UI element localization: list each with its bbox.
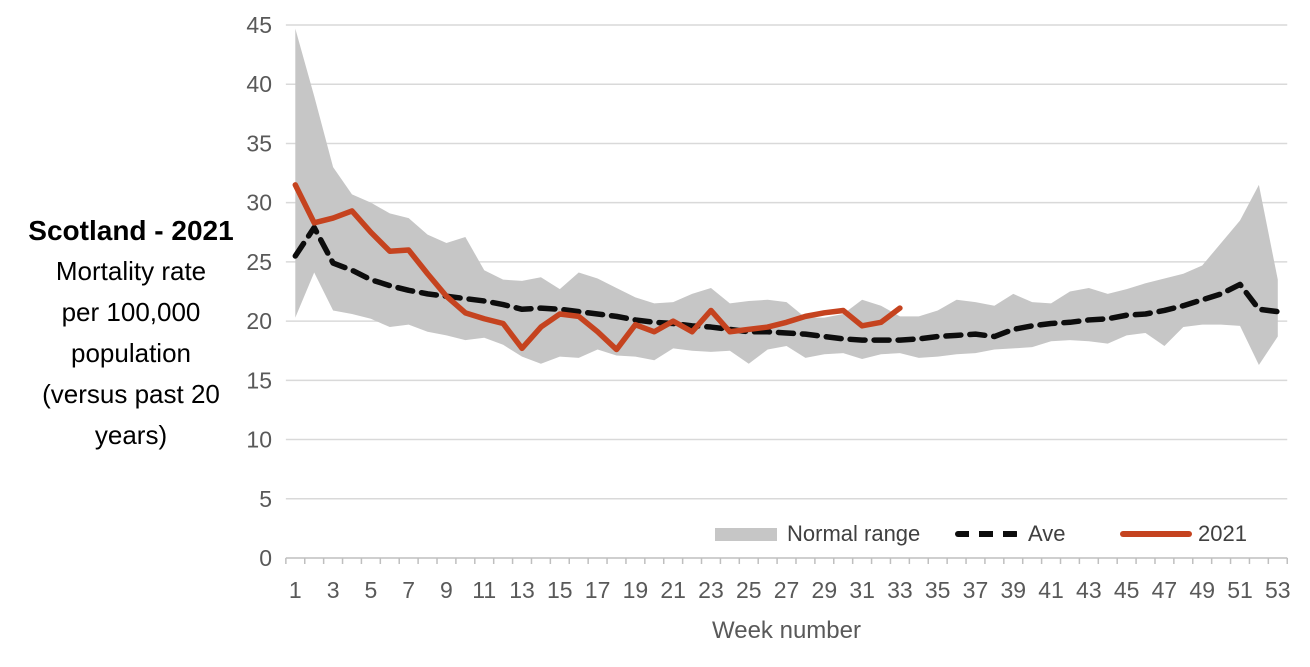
x-tick-label: 25	[736, 577, 762, 603]
x-tick-label: 33	[887, 577, 913, 603]
side-title-line: per 100,000	[61, 297, 201, 327]
ave-dashed-line	[292, 224, 1281, 343]
ave-dashed-line-swatch	[955, 531, 1019, 537]
side-title-heading: Scotland - 2021	[28, 215, 234, 246]
x-tick-label: 11	[472, 577, 496, 603]
x-tick-label: 5	[364, 577, 377, 603]
normal-range-band-swatch	[715, 527, 777, 541]
line-2021-swatch	[1120, 531, 1192, 537]
legend-label-2021: 2021	[1198, 521, 1247, 546]
chart-side-title: Scotland - 2021 Mortality rate per 100,0…	[0, 210, 262, 456]
x-tick-label: 15	[547, 577, 573, 603]
y-tick-label: 10	[246, 427, 272, 453]
y-tick-label: 25	[246, 249, 272, 275]
x-tick-label: 37	[963, 577, 989, 603]
y-tick-label: 5	[259, 486, 272, 512]
x-tick-label: 27	[774, 577, 800, 603]
x-tick-label: 23	[698, 577, 724, 603]
x-tick-label: 13	[509, 577, 535, 603]
side-title-line: (versus past 20	[42, 379, 220, 409]
y-tick-label: 30	[246, 190, 272, 216]
legend-label-ave: Ave	[1028, 521, 1066, 546]
x-tick-label: 43	[1076, 577, 1102, 603]
x-tick-label: 17	[585, 577, 611, 603]
x-tick-label: 29	[812, 577, 838, 603]
normal-range-band	[295, 28, 1278, 365]
x-tick-label: 31	[849, 577, 875, 603]
x-tick-label: 3	[327, 577, 340, 603]
x-tick-label: 51	[1227, 577, 1253, 603]
y-tick-label: 0	[259, 545, 272, 571]
x-tick-label: 9	[440, 577, 453, 603]
x-tick-label: 19	[623, 577, 649, 603]
y-tick-label: 35	[246, 130, 272, 156]
x-tick-label: 53	[1265, 577, 1291, 603]
legend-item-ave: Ave	[955, 521, 1066, 547]
y-tick-label: 20	[246, 308, 272, 334]
legend-item-2021: 2021	[1120, 521, 1247, 547]
side-title-line: years)	[94, 420, 168, 450]
legend-label-normal-range: Normal range	[787, 521, 921, 546]
x-tick-label: 45	[1114, 577, 1140, 603]
x-axis-title: Week number	[712, 617, 861, 644]
y-tick-label: 40	[246, 71, 272, 97]
x-tick-label: 35	[925, 577, 951, 603]
y-tick-label: 15	[246, 367, 272, 393]
x-tick-label: 21	[660, 577, 686, 603]
x-tick-label: 39	[1000, 577, 1026, 603]
side-title-line: Mortality rate	[55, 256, 207, 286]
x-tick-label: 7	[402, 577, 415, 603]
side-title-line: population	[71, 338, 191, 368]
x-tick-label: 41	[1038, 577, 1064, 603]
x-tick-label: 49	[1189, 577, 1215, 603]
legend-item-normal-range: Normal range	[715, 521, 920, 547]
x-tick-label: 47	[1152, 577, 1178, 603]
x-tick-label: 1	[289, 577, 302, 603]
line-2021	[292, 182, 903, 353]
y-tick-label: 45	[246, 12, 272, 38]
